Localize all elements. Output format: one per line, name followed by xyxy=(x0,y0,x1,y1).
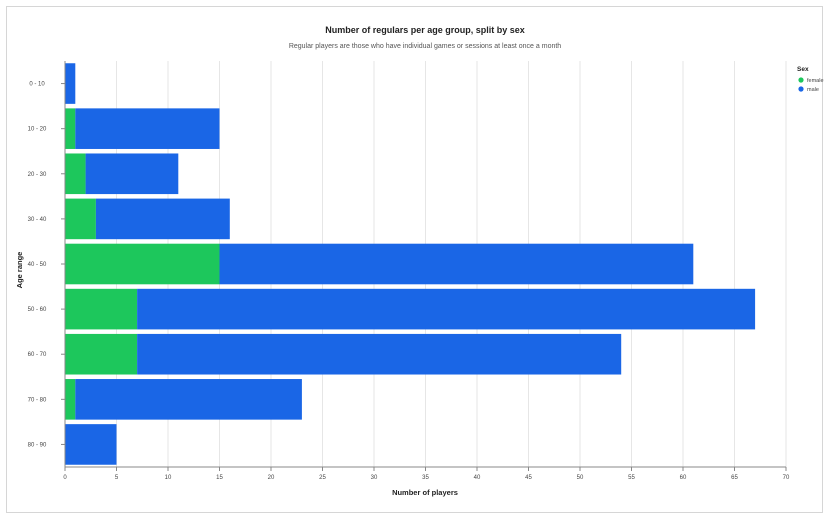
bar-male-3 xyxy=(95,198,230,240)
chart-subtitle: Regular players are those who have indiv… xyxy=(289,43,561,50)
y-tick-label: 20 - 30 xyxy=(28,172,47,178)
y-tick-label: 50 - 60 xyxy=(28,307,47,313)
y-tick-label: 10 - 20 xyxy=(28,127,47,133)
legend-label-male: male xyxy=(807,87,819,93)
bar-female-5 xyxy=(65,288,138,330)
bar-male-7 xyxy=(75,379,302,420)
bar-male-8 xyxy=(65,424,117,465)
bar-female-2 xyxy=(65,153,86,195)
x-axis-title: Number of players xyxy=(392,488,458,497)
legend: Sex female male xyxy=(797,66,824,93)
y-tick-label: 40 - 50 xyxy=(28,262,47,268)
x-tick-label: 30 xyxy=(371,475,378,481)
x-tick-label: 60 xyxy=(680,475,687,481)
legend-swatch-female xyxy=(798,77,804,83)
x-tick-label: 15 xyxy=(216,475,223,481)
bar-female-4 xyxy=(65,243,220,285)
legend-swatch-male xyxy=(798,86,804,92)
x-tick-label: 45 xyxy=(525,475,532,481)
axes-group: 0 5 10 15 20 25 30 35 40 45 50 55 60 65 70 0 - 10 10 - 2… xyxy=(28,61,790,481)
x-tick-label: 55 xyxy=(628,475,635,481)
bar-male-6 xyxy=(137,333,622,375)
bar-male-1 xyxy=(75,108,220,149)
x-tick-label: 25 xyxy=(319,475,326,481)
bar-male-2 xyxy=(85,153,179,195)
x-tick-label: 5 xyxy=(115,475,119,481)
x-tick-label: 40 xyxy=(474,475,481,481)
y-tick-label: 30 - 40 xyxy=(28,217,47,223)
x-tick-label: 50 xyxy=(577,475,584,481)
chart-title: Number of regulars per age group, split … xyxy=(325,25,525,35)
bar-female-7 xyxy=(65,379,76,420)
bars-group xyxy=(65,63,756,465)
x-tick-label: 10 xyxy=(165,475,172,481)
x-tick-label: 0 xyxy=(63,475,67,481)
bar-male-4 xyxy=(219,243,694,285)
legend-label-female: female xyxy=(807,78,824,84)
bar-female-1 xyxy=(65,108,76,149)
x-tick-label: 65 xyxy=(731,475,738,481)
bar-female-3 xyxy=(65,198,96,240)
bar-male-0 xyxy=(65,63,76,104)
x-tick-label: 20 xyxy=(268,475,275,481)
bar-male-5 xyxy=(137,288,756,330)
y-axis-title: Age range xyxy=(15,252,24,289)
y-tick-label: 0 - 10 xyxy=(29,82,45,88)
legend-title: Sex xyxy=(797,66,809,73)
x-tick-label: 70 xyxy=(783,475,790,481)
y-tick-label: 70 - 80 xyxy=(28,397,47,403)
y-tick-label: 80 - 90 xyxy=(28,442,47,448)
x-tick-label: 35 xyxy=(422,475,429,481)
y-tick-label: 60 - 70 xyxy=(28,352,47,358)
bar-female-6 xyxy=(65,333,138,375)
